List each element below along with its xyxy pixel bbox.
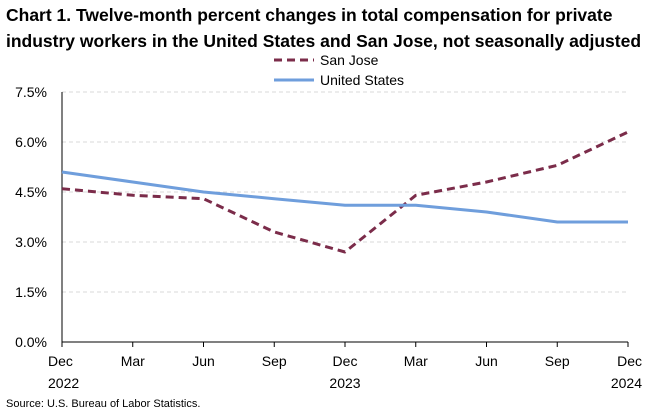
x-tick-label-year: 2023: [329, 375, 360, 391]
series-lines: [61, 130, 629, 254]
x-tick-label-month: Dec: [617, 353, 642, 369]
series-line-san-jose: [61, 130, 629, 254]
y-tick-label: 4.5%: [15, 184, 47, 200]
x-tick-label-year: 2024: [611, 375, 642, 391]
y-tick-label: 6.0%: [15, 134, 47, 150]
x-tick-label-year: 2022: [48, 375, 79, 391]
x-tick-label-month: Dec: [48, 353, 73, 369]
source-note: Source: U.S. Bureau of Labor Statistics.: [6, 398, 201, 410]
x-tick-label-month: Sep: [262, 353, 287, 369]
axes: [61, 92, 628, 343]
chart-title: Chart 1. Twelve-month percent changes in…: [6, 2, 666, 54]
chart-title-line-1: Chart 1. Twelve-month percent changes in…: [6, 5, 613, 25]
legend: San Jose United States: [274, 52, 404, 88]
x-tick-label-month: Sep: [545, 353, 570, 369]
legend-label: United States: [320, 72, 404, 88]
series-line-united-states: [61, 170, 628, 224]
x-tick-label-month: Jun: [475, 353, 498, 369]
x-tick-label-month: Mar: [121, 353, 145, 369]
grid-lines: [62, 91, 628, 293]
legend-label: San Jose: [320, 52, 379, 68]
x-tick-label-month: Mar: [404, 353, 428, 369]
y-tick-labels: 0.0% 1.5% 3.0% 4.5% 6.0% 7.5%: [15, 84, 47, 350]
x-tick-labels: Dec 2022 Mar Jun Sep Dec 2023 Mar Jun Sep Dec 2024: [48, 342, 642, 391]
x-tick-label-month: Dec: [333, 353, 358, 369]
y-tick-label: 0.0%: [15, 334, 47, 350]
y-tick-label: 3.0%: [15, 234, 47, 250]
y-tick-label: 7.5%: [15, 84, 47, 100]
y-tick-label: 1.5%: [15, 284, 47, 300]
x-tick-label-month: Jun: [192, 353, 215, 369]
chart-title-line-2: industry workers in the United States an…: [6, 31, 642, 51]
